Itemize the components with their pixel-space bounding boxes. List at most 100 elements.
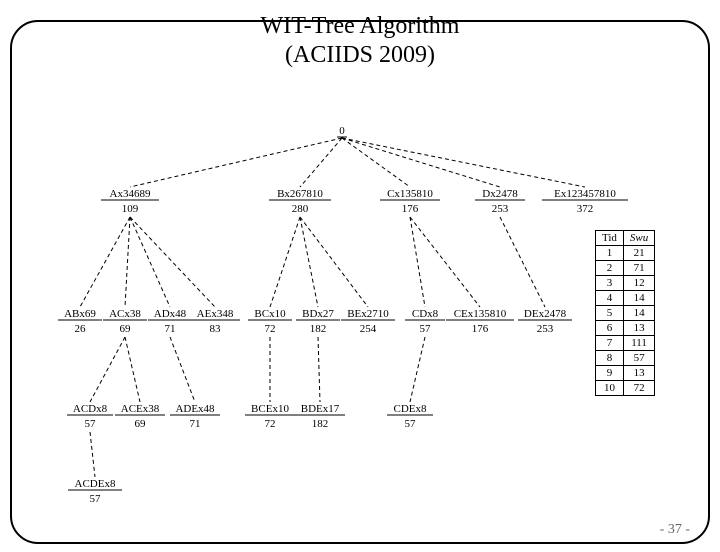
tree-node: Ex123457810 372 [542,188,628,215]
table-cell: 1 [596,246,624,261]
tree-edge [125,217,130,307]
node-value: 69 [135,418,147,430]
table-row: 121 [596,246,655,261]
tree-node: BDx27 182 [296,308,340,335]
tree-node: ACEx38 69 [115,403,165,430]
tree-edge [500,217,545,307]
tree-edge [80,217,130,307]
node-value: 72 [265,418,276,430]
tree-node: Dx2478 253 [475,188,525,215]
node-value: 71 [190,418,201,430]
table-row: 414 [596,291,655,306]
node-label: AEx348 [197,308,234,320]
tree-edge [125,337,140,402]
table-row: 7111 [596,336,655,351]
tree-node: Bx267810280 [269,188,331,215]
tree-node: ABx6926 [58,308,102,335]
node-label: Dx2478 [482,188,518,200]
node-value: 57 [85,418,97,430]
node-label: Cx135810 [387,188,433,200]
table-header: Tid [596,231,624,246]
node-value: 372 [577,203,594,215]
table-cell: 2 [596,261,624,276]
table-cell: 57 [623,351,654,366]
table-cell: 7 [596,336,624,351]
tree-edge [90,432,95,477]
tree-node: Ax34689 109 [101,188,159,215]
tree-edge [130,217,215,307]
node-label: CDx8 [412,308,439,320]
tree-node: BCx1072 [248,308,292,335]
node-value: 253 [537,323,554,335]
table-row: 913 [596,366,655,381]
tree-node: CDEx857 [387,403,433,430]
node-label: DEx2478 [524,308,567,320]
node-value: 254 [360,323,377,335]
node-label: Ax34689 [110,188,151,200]
tree-node: BEx2710 254 [341,308,395,335]
tree-edge [300,138,342,187]
table-cell: 10 [596,381,624,396]
node-value: 83 [210,323,222,335]
tree-node: BDEx17 182 [295,403,345,430]
tree-node: ADEx48 71 [170,403,220,430]
node-value: 253 [492,203,509,215]
table-cell: 111 [623,336,654,351]
node-label: BDEx17 [301,403,340,415]
tree-node: DEx2478 253 [518,308,572,335]
node-value: 72 [265,323,276,335]
table-cell: 9 [596,366,624,381]
node-value: 182 [312,418,329,430]
tree-node: AEx348 83 [190,308,240,335]
node-label: ACDx8 [73,403,108,415]
tree-node: CEx135810 176 [446,308,514,335]
table-cell: 8 [596,351,624,366]
node-label: ACx38 [109,308,141,320]
table-cell: 5 [596,306,624,321]
table-cell: 3 [596,276,624,291]
tree-edge [130,138,342,187]
node-value: 71 [165,323,176,335]
tree-edge [318,337,320,402]
table-row: 312 [596,276,655,291]
node-label: BDx27 [302,308,334,320]
node-label: ACDEx8 [75,478,116,490]
table-cell: 72 [623,381,654,396]
tree-edge [130,217,170,307]
page-number: - 37 - [660,522,690,538]
node-value: 57 [90,493,102,505]
node-label: ACEx38 [121,403,160,415]
node-value: 57 [420,323,432,335]
tree-edge [170,337,195,402]
tree-node: 0 [337,125,347,137]
table-cell: 13 [623,366,654,381]
node-value: 69 [120,323,132,335]
node-label: 0 [339,125,345,137]
node-value: 57 [405,418,417,430]
table-row: 514 [596,306,655,321]
node-label: CEx135810 [454,308,507,320]
tree-edge [410,217,480,307]
table-cell: 71 [623,261,654,276]
tree-node: CDx8 57 [405,308,445,335]
tree-node: ACDEx8 57 [68,478,122,505]
tree-node: ADx4871 [148,308,192,335]
node-value: 182 [310,323,327,335]
node-label: ADEx48 [175,403,215,415]
node-value: 176 [402,203,419,215]
table-row: 613 [596,321,655,336]
node-label: Ex123457810 [554,188,616,200]
node-value: 109 [122,203,139,215]
tree-edge [270,217,300,307]
node-value: 176 [472,323,489,335]
tree-edge [410,217,425,307]
table-row: 857 [596,351,655,366]
tree-edge [342,138,500,187]
tree-edge [300,217,368,307]
node-label: BEx2710 [347,308,389,320]
table-cell: 13 [623,321,654,336]
table-cell: 21 [623,246,654,261]
tree-edge [342,138,585,187]
node-label: Bx267810 [277,188,323,200]
table-header: Swu [623,231,654,246]
